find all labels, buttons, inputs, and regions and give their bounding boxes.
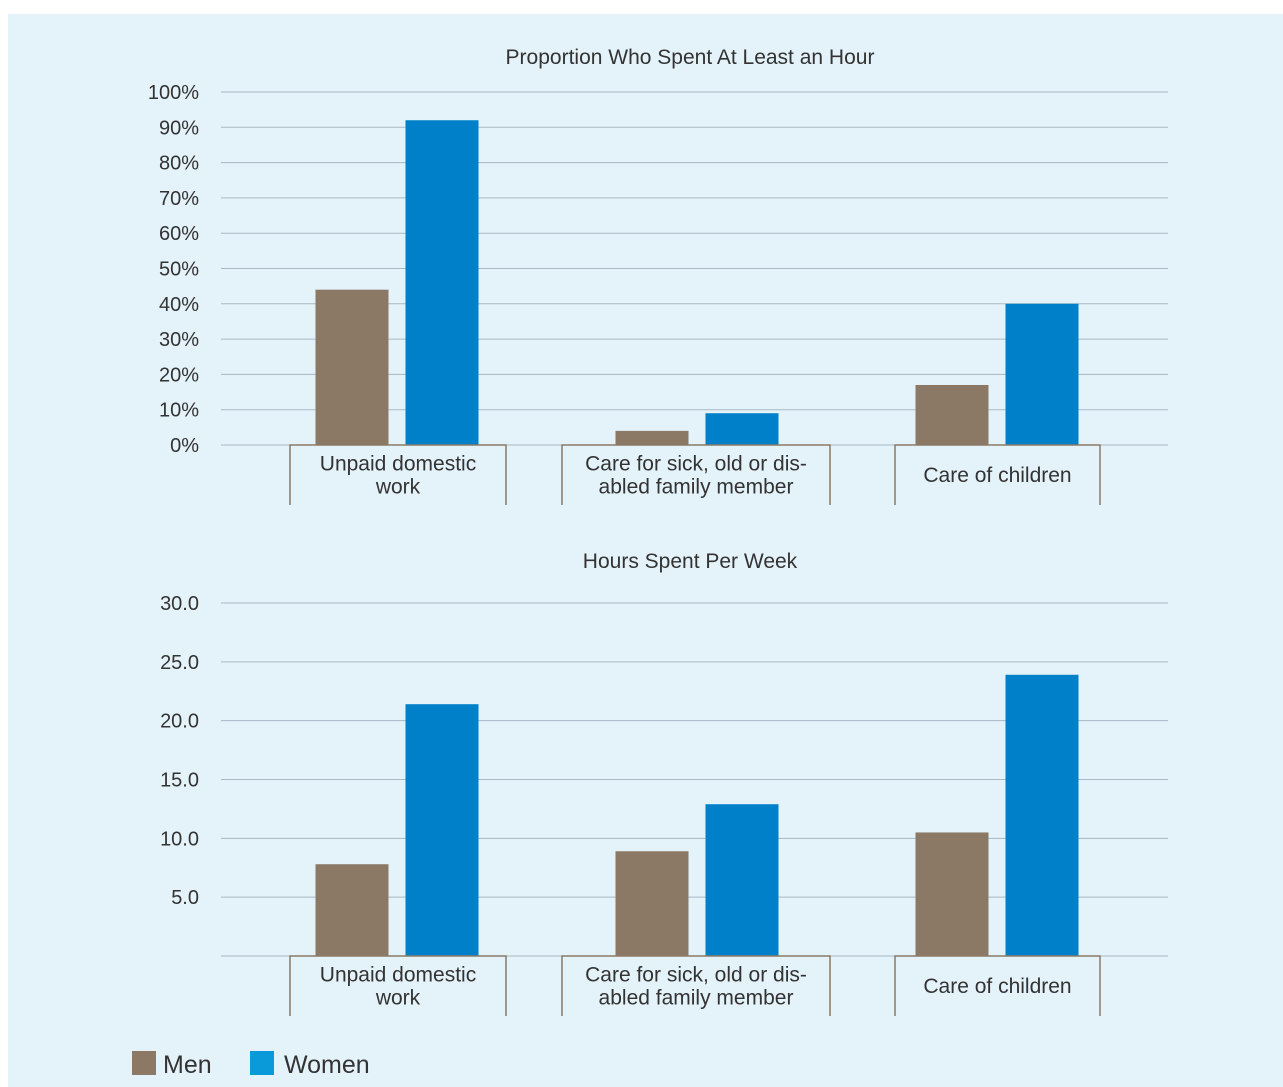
chart1-bar-men (315, 289, 389, 445)
chart1-ytick-label: 90% (159, 117, 199, 139)
chart1-category-box (561, 444, 831, 505)
chart2-ytick-label: 25.0 (160, 652, 199, 674)
chart2-category-box (289, 955, 507, 1016)
chart2-ytick-label: 20.0 (160, 711, 199, 733)
legend-label-men: Men (163, 1051, 212, 1079)
chart1-ytick-label: 10% (159, 400, 199, 422)
legend-label-women: Women (284, 1051, 370, 1079)
chart2-title: Hours Spent Per Week (583, 550, 798, 573)
chart2-bar-women (705, 804, 779, 956)
chart2-bar-men (315, 864, 389, 956)
chart1-category-label: Unpaid domestic (320, 453, 476, 476)
chart1-bar-women (705, 413, 779, 445)
chart1-title: Proportion Who Spent At Least an Hour (506, 46, 875, 69)
chart2-category-label: Unpaid domestic (320, 964, 476, 987)
legend: Men Women (132, 1051, 370, 1079)
chart2-category-label: Care of children (923, 975, 1071, 998)
chart2-category-box (561, 955, 831, 1016)
chart1-ytick-label: 30% (159, 329, 199, 351)
chart1-ytick-label: 0% (170, 435, 199, 457)
chart2-category-label: abled family member (599, 987, 794, 1010)
chart1-ytick-label: 100% (148, 82, 199, 104)
chart1-category-box (289, 444, 507, 505)
chart2-category-label: work (375, 987, 421, 1010)
legend-swatch-women (250, 1051, 274, 1075)
chart1-ytick-label: 80% (159, 153, 199, 175)
chart2-ytick-label: 15.0 (160, 770, 199, 792)
chart2-plot: 5.0 10.0 15.0 20.0 25.0 30.0 Unpaid domesticwo… (160, 593, 1168, 1016)
chart2-bar-women (405, 704, 479, 956)
chart2-bar-men (915, 832, 989, 956)
chart1-ytick-label: 20% (159, 364, 199, 386)
chart2-bar-women (1005, 674, 1079, 956)
chart2-category-box (894, 955, 1101, 1016)
chart1-ytick-label: 50% (159, 259, 199, 281)
chart2-ytick-label: 30.0 (160, 593, 199, 615)
chart1-category-box (894, 444, 1101, 505)
chart1-ytick-label: 60% (159, 223, 199, 245)
legend-swatch-men (132, 1051, 156, 1075)
chart1-ytick-label: 70% (159, 188, 199, 210)
chart1-category-label: abled family member (599, 476, 794, 499)
chart1-category-label: work (375, 476, 421, 499)
chart1-plot: 0% 10% 20% 30% 40% 50% 60% 70% 80% 90% 100% Unpaid … (148, 82, 1168, 505)
chart2-bar-men (615, 851, 689, 956)
chart1-bar-men (915, 384, 989, 445)
chart1-bar-women (1005, 303, 1079, 445)
chart2-ytick-label: 10.0 (160, 828, 199, 850)
chart2-category-label: Care for sick, old or dis- (585, 964, 807, 987)
chart1-ytick-label: 40% (159, 294, 199, 316)
chart1-category-label: Care of children (923, 464, 1071, 487)
chart1-category-label: Care for sick, old or dis- (585, 453, 807, 476)
chart1-bar-women (405, 120, 479, 446)
chart2-ytick-label: 5.0 (171, 887, 199, 909)
chart1-bar-men (615, 430, 689, 445)
